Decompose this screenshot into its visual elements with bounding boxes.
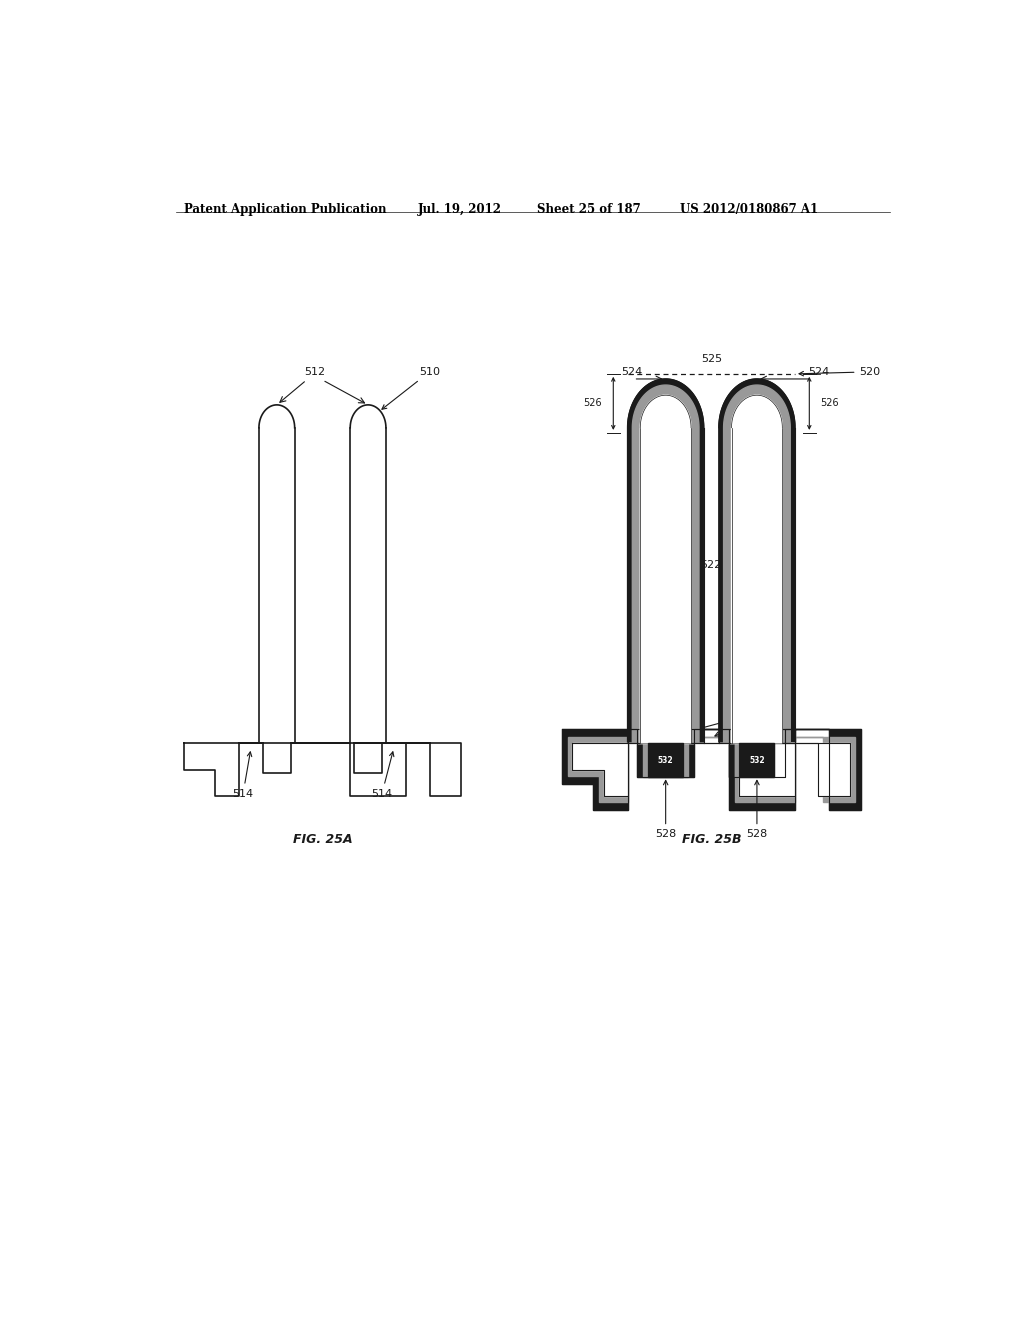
Text: 526: 526 bbox=[820, 399, 839, 408]
Text: 528: 528 bbox=[746, 780, 768, 840]
Text: Jul. 19, 2012: Jul. 19, 2012 bbox=[418, 203, 502, 216]
Polygon shape bbox=[561, 729, 861, 809]
Polygon shape bbox=[739, 743, 774, 777]
Text: 524: 524 bbox=[622, 367, 643, 376]
Text: Patent Application Publication: Patent Application Publication bbox=[183, 203, 386, 216]
Polygon shape bbox=[567, 737, 855, 801]
Text: 514: 514 bbox=[232, 752, 254, 799]
Text: 532: 532 bbox=[657, 755, 674, 764]
Text: 512: 512 bbox=[304, 367, 325, 376]
Polygon shape bbox=[731, 395, 782, 743]
Text: 525: 525 bbox=[700, 354, 722, 364]
Text: 528: 528 bbox=[655, 780, 676, 840]
Polygon shape bbox=[724, 385, 791, 743]
Text: 524: 524 bbox=[808, 367, 829, 376]
Text: US 2012/0180867 A1: US 2012/0180867 A1 bbox=[680, 203, 818, 216]
Polygon shape bbox=[719, 379, 795, 743]
Text: 522: 522 bbox=[700, 560, 722, 570]
Polygon shape bbox=[648, 743, 683, 777]
Text: 510: 510 bbox=[382, 367, 440, 409]
Text: Sheet 25 of 187: Sheet 25 of 187 bbox=[537, 203, 640, 216]
Text: 526: 526 bbox=[584, 399, 602, 408]
Polygon shape bbox=[572, 743, 850, 796]
Polygon shape bbox=[628, 379, 703, 743]
Text: FIG. 25B: FIG. 25B bbox=[682, 833, 741, 846]
Text: 514: 514 bbox=[372, 752, 394, 799]
Polygon shape bbox=[633, 385, 699, 743]
Text: FIG. 25A: FIG. 25A bbox=[293, 833, 352, 846]
Polygon shape bbox=[640, 395, 691, 743]
Text: 532: 532 bbox=[750, 755, 765, 764]
Text: 520: 520 bbox=[799, 367, 881, 376]
Text: 530: 530 bbox=[715, 702, 785, 737]
